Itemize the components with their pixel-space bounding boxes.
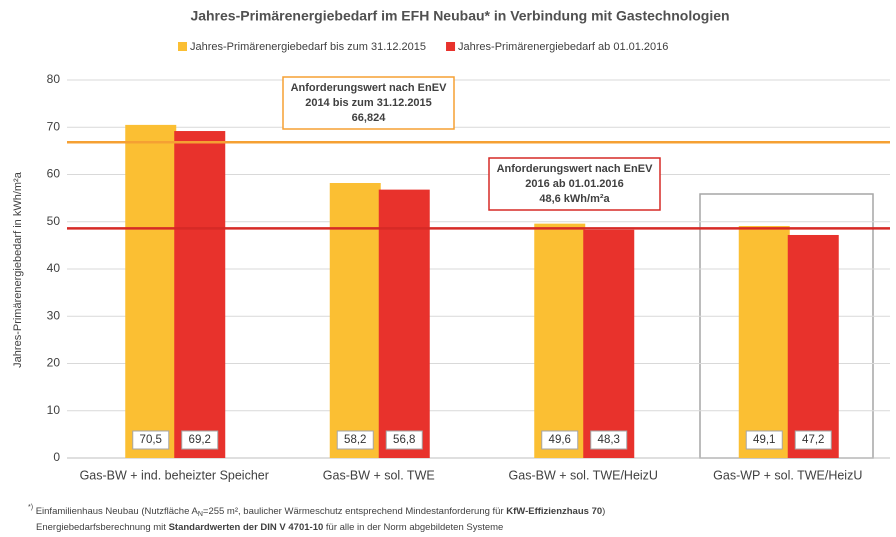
y-tick-label: 80 — [47, 72, 61, 86]
y-axis-label: Jahres-Primärenergiebedarf in kWh/m²a — [12, 171, 24, 368]
bar — [125, 124, 177, 458]
y-tick-label: 70 — [47, 119, 61, 133]
annotation-text: Anforderungswert nach EnEV — [291, 82, 448, 94]
value-label: 58,2 — [344, 434, 366, 446]
value-label: 56,8 — [393, 434, 415, 446]
value-label-box — [541, 430, 579, 450]
annotation-box — [282, 76, 455, 130]
bar — [583, 229, 635, 458]
annotation-text: Anforderungswert nach EnEV — [497, 163, 654, 175]
bar — [174, 131, 226, 458]
bar — [787, 234, 839, 458]
bar — [378, 189, 430, 458]
value-label: 69,2 — [189, 434, 211, 446]
annotation-text: 2016 ab 01.01.2016 — [525, 178, 623, 190]
legend-swatch — [178, 42, 187, 51]
value-label-box — [181, 430, 219, 450]
value-label: 47,2 — [802, 434, 824, 446]
annotation-text: 66,824 — [352, 112, 387, 124]
value-label-box — [336, 430, 374, 450]
y-tick-label: 50 — [47, 214, 61, 228]
value-label: 48,3 — [598, 434, 620, 446]
x-tick-label: Gas-BW + ind. beheizter Speicher — [80, 468, 269, 482]
y-tick-label: 20 — [47, 356, 61, 370]
annotation-box — [488, 157, 661, 211]
bar — [329, 183, 381, 458]
value-label: 49,1 — [753, 434, 775, 446]
bar — [738, 226, 790, 458]
value-label: 70,5 — [140, 434, 162, 446]
footnote-2: Energiebedarfsberechnung mit Standardwer… — [36, 522, 503, 533]
y-tick-label: 40 — [47, 261, 61, 275]
value-label-box — [794, 430, 832, 450]
legend-label: Jahres-Primärenergiebedarf ab 01.01.2016 — [458, 41, 668, 53]
legend-swatch — [446, 42, 456, 51]
y-tick-label: 30 — [47, 308, 61, 322]
x-tick-label: Gas-WP + sol. TWE/HeizU — [713, 468, 862, 482]
footnote-1: *) Einfamilienhaus Neubau (Nutzfläche AN… — [28, 504, 605, 518]
y-tick-label: 60 — [47, 167, 61, 181]
value-label-box — [132, 430, 170, 450]
value-label-box — [745, 430, 783, 450]
chart-title: Jahres-Primärenergiebedarf im EFH Neubau… — [190, 8, 729, 24]
annotation-text: 48,6 kWh/m²a — [539, 193, 610, 205]
value-label-box — [590, 430, 628, 450]
value-label-box — [385, 430, 423, 450]
x-tick-label: Gas-BW + sol. TWE/HeizU — [509, 468, 658, 482]
bar — [534, 223, 586, 458]
y-tick-label: 0 — [53, 450, 60, 464]
value-label: 49,6 — [549, 434, 571, 446]
annotation-text: 2014 bis zum 31.12.2015 — [305, 97, 432, 109]
y-tick-label: 10 — [47, 403, 61, 417]
legend-label: Jahres-Primärenergiebedarf bis zum 31.12… — [190, 41, 426, 53]
x-tick-label: Gas-BW + sol. TWE — [323, 468, 435, 482]
